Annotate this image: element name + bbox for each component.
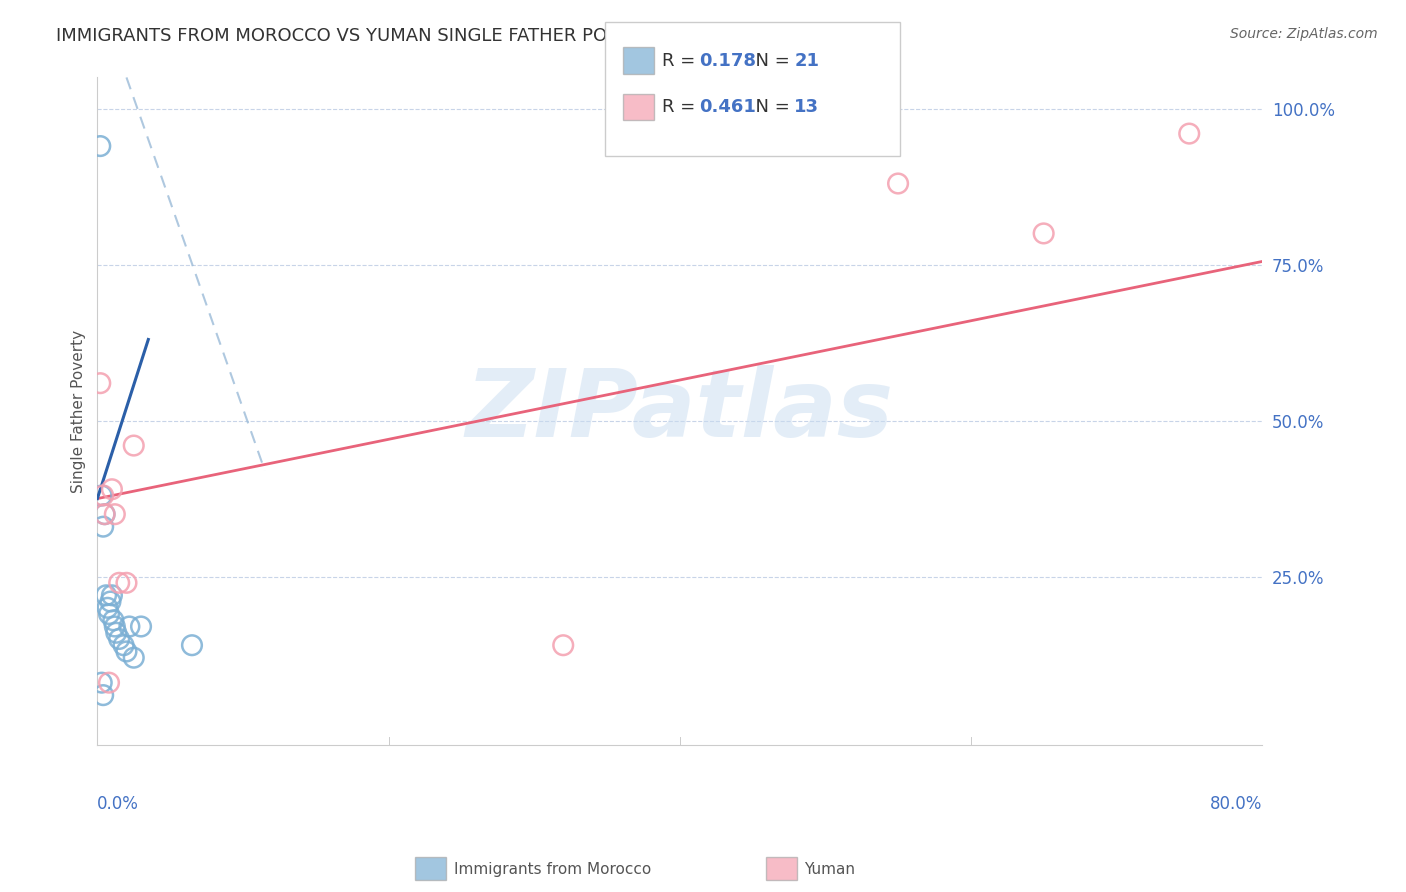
Point bbox=[108, 575, 131, 590]
Point bbox=[181, 638, 204, 652]
Text: 13: 13 bbox=[794, 98, 820, 116]
Y-axis label: Single Father Poverty: Single Father Poverty bbox=[72, 330, 86, 492]
Point bbox=[104, 507, 127, 521]
Point bbox=[553, 638, 575, 652]
Point bbox=[887, 177, 910, 191]
Text: 0.461: 0.461 bbox=[699, 98, 755, 116]
Text: 80.0%: 80.0% bbox=[1209, 795, 1263, 814]
Text: Immigrants from Morocco: Immigrants from Morocco bbox=[454, 863, 651, 877]
Text: ZIPatlas: ZIPatlas bbox=[465, 365, 894, 458]
Point bbox=[101, 588, 124, 602]
Point bbox=[122, 650, 145, 665]
Text: IMMIGRANTS FROM MOROCCO VS YUMAN SINGLE FATHER POVERTY CORRELATION CHART: IMMIGRANTS FROM MOROCCO VS YUMAN SINGLE … bbox=[56, 27, 865, 45]
Point bbox=[91, 688, 114, 702]
Point bbox=[93, 507, 115, 521]
Point bbox=[89, 376, 111, 391]
Point bbox=[115, 575, 138, 590]
Text: R =: R = bbox=[662, 52, 702, 70]
Text: Source: ZipAtlas.com: Source: ZipAtlas.com bbox=[1230, 27, 1378, 41]
Point bbox=[112, 638, 135, 652]
Point bbox=[91, 519, 114, 533]
Point bbox=[103, 613, 125, 627]
Point bbox=[96, 600, 118, 615]
Point bbox=[115, 644, 138, 658]
Point bbox=[98, 675, 121, 690]
Point bbox=[1032, 227, 1054, 241]
Text: N =: N = bbox=[744, 98, 796, 116]
Point bbox=[105, 625, 128, 640]
Text: 0.178: 0.178 bbox=[699, 52, 756, 70]
Point bbox=[100, 594, 122, 608]
Point bbox=[89, 139, 111, 153]
Point bbox=[101, 482, 124, 496]
Text: 0.0%: 0.0% bbox=[97, 795, 139, 814]
Point bbox=[1178, 127, 1201, 141]
Point bbox=[90, 675, 112, 690]
Point bbox=[91, 488, 114, 502]
Text: 21: 21 bbox=[794, 52, 820, 70]
Point bbox=[93, 507, 115, 521]
Point bbox=[94, 588, 117, 602]
Point bbox=[90, 488, 112, 502]
Point bbox=[98, 607, 121, 621]
Point bbox=[122, 439, 145, 453]
Text: N =: N = bbox=[744, 52, 796, 70]
Text: R =: R = bbox=[662, 98, 702, 116]
Point bbox=[118, 619, 141, 633]
Point bbox=[104, 619, 127, 633]
Point bbox=[108, 632, 131, 646]
Text: Yuman: Yuman bbox=[804, 863, 855, 877]
Point bbox=[129, 619, 152, 633]
